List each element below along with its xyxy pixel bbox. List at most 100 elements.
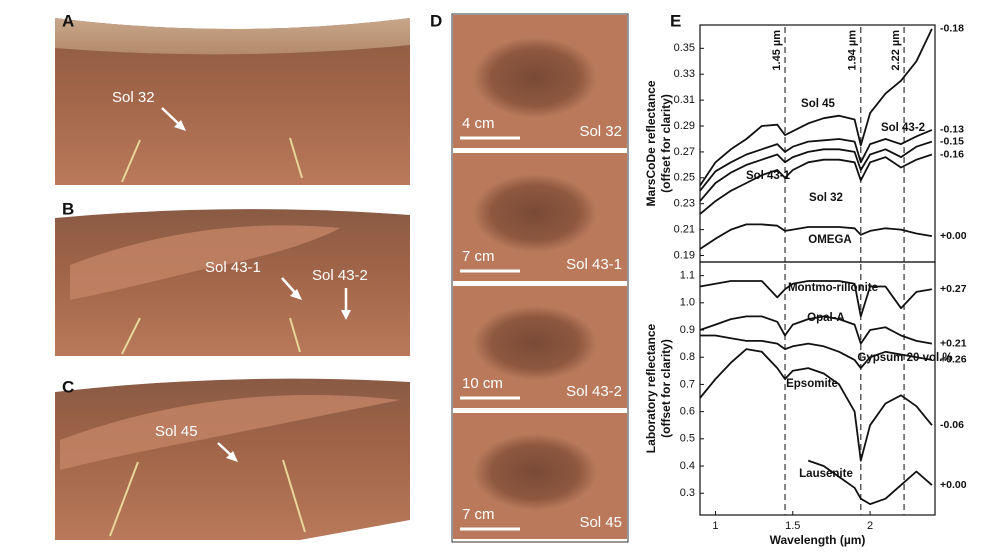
spectrum	[699, 348, 933, 462]
offset-label: +0.27	[940, 283, 967, 295]
y-tick-label: 0.25	[674, 172, 695, 184]
y-tick-label: 0.33	[674, 68, 695, 80]
y-tick-label: 0.4	[680, 460, 695, 472]
spectrum	[699, 315, 933, 345]
x-tick-label: 2	[867, 520, 873, 532]
series-label: Gypsum 20 vol.%	[857, 352, 952, 364]
y-tick-label: 1.1	[680, 270, 695, 282]
rover-track	[289, 137, 303, 179]
y-tick-label: 0.6	[680, 406, 695, 418]
spectrum	[699, 280, 933, 318]
arrow-head	[290, 289, 302, 300]
offset-label: -0.06	[940, 419, 964, 431]
panel-label: B	[62, 199, 74, 218]
y-tick-label: 0.5	[680, 433, 695, 445]
arrow-head	[341, 310, 351, 320]
scale-label: 7 cm	[462, 506, 495, 523]
series-label: Sol 32	[809, 192, 843, 204]
marker-label: 2.22 µm	[890, 30, 902, 71]
y-tick-label: 0.7	[680, 378, 695, 390]
sol-label: Sol 43-1	[566, 256, 622, 273]
spectrum	[699, 140, 933, 202]
y-tick-label: 0.31	[674, 94, 695, 106]
y-axis-label: Laboratory reflectance	[644, 323, 658, 453]
x-tick-label: 1	[712, 520, 718, 532]
scale-label: 7 cm	[462, 248, 495, 265]
scale-label: 4 cm	[462, 115, 495, 132]
panel-label: E	[670, 11, 681, 30]
x-axis-label: Wavelength (µm)	[770, 533, 866, 547]
panel-label: A	[62, 11, 74, 30]
series-label: Lausenite	[799, 468, 853, 480]
series-label: Opal-A	[807, 312, 845, 324]
image-stack: 4 cm Sol 32 7 cm Sol 43-1 10 cm Sol 43-2 7 cm S…	[453, 15, 627, 539]
panel-e: E 0.190.210.230.250.270.290.310.330.35 1.…	[644, 11, 967, 547]
series-label: OMEGA	[808, 234, 851, 246]
rock	[473, 305, 597, 381]
sol-label: Sol 32	[579, 123, 622, 140]
panel-a: A Sol 32	[55, 11, 410, 185]
offset-label: +0.00	[940, 230, 967, 242]
rock	[473, 433, 597, 511]
rover-track	[121, 317, 141, 355]
plot-frame	[699, 261, 936, 516]
panel-c: C Sol 45	[55, 377, 410, 540]
y-tick-label: 0.27	[674, 146, 695, 158]
y-tick-label: 1.0	[680, 297, 695, 309]
offset-label: +0.00	[940, 479, 967, 491]
series-label: Sol 43-2	[881, 122, 925, 134]
panel-b: B Sol 43-1 Sol 43-2	[55, 199, 410, 356]
y-tick-label: 0.35	[674, 42, 695, 54]
offset-label: -0.13	[940, 124, 964, 136]
annotation: Sol 43-1	[205, 259, 261, 276]
y-tick-label: 0.21	[674, 224, 695, 236]
offset-label: -0.15	[940, 135, 964, 147]
y-tick-label: 0.23	[674, 198, 695, 210]
photo	[55, 18, 410, 185]
y-axis-label-note: (offset for clarity)	[659, 339, 673, 438]
panel-label: C	[62, 377, 74, 396]
annotation: Sol 32	[112, 89, 155, 106]
arrow-head	[174, 120, 186, 131]
offset-label: +0.26	[940, 354, 967, 366]
y-tick-label: 0.29	[674, 120, 695, 132]
panel-d: D 4 cm Sol 32 7 cm Sol 43-1 10 cm Sol 43-2 7 c…	[430, 11, 629, 543]
sky	[55, 18, 410, 55]
annotation: Sol 43-2	[312, 267, 368, 284]
x-tick-label: 1.5	[785, 520, 800, 532]
rover-track	[109, 461, 139, 537]
y-tick-label: 0.9	[680, 324, 695, 336]
y-tick-label: 0.8	[680, 351, 695, 363]
dune	[70, 225, 340, 300]
y-tick-label: 0.19	[674, 249, 695, 261]
y-axis-label: MarsCoDe reflectance	[644, 80, 658, 206]
offset-label: +0.21	[940, 337, 967, 349]
y-tick-label: 0.3	[680, 487, 695, 499]
rover-track	[289, 317, 301, 353]
spectrum	[700, 334, 933, 369]
offset-label: -0.16	[940, 148, 964, 160]
marker-label: 1.45 µm	[771, 30, 783, 71]
annotation: Sol 45	[155, 423, 198, 440]
arrow-head	[226, 451, 238, 462]
series-label: Montmo-rillonite	[788, 282, 878, 294]
offset-label: -0.18	[940, 23, 964, 35]
scale-label: 10 cm	[462, 375, 503, 392]
rover-track	[282, 459, 306, 533]
panel-label: D	[430, 11, 442, 30]
dune	[60, 395, 400, 470]
rock	[473, 174, 597, 252]
series-label: Epsomite	[786, 378, 838, 390]
rock	[473, 37, 597, 118]
sol-label: Sol 45	[579, 514, 622, 531]
spectrum	[699, 28, 933, 187]
series-label: Sol 45	[801, 98, 835, 110]
sol-label: Sol 43-2	[566, 383, 622, 400]
spectrum	[699, 129, 933, 192]
spectrum	[807, 459, 933, 505]
marker-label: 1.94 µm	[847, 30, 859, 71]
spectrum	[699, 153, 933, 215]
y-axis-label-note: (offset for clarity)	[659, 94, 673, 193]
rover-track	[121, 139, 141, 183]
